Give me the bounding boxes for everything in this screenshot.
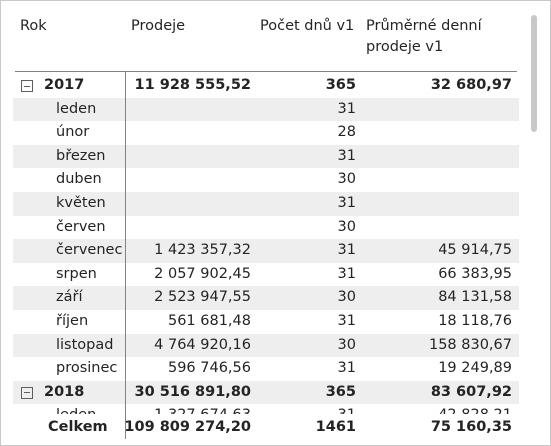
- days-cell: 1461: [315, 419, 356, 435]
- avg-cell: 158 830,67: [428, 336, 512, 353]
- days-cell: 31: [337, 242, 356, 259]
- avg-cell: 18 118,76: [438, 313, 512, 329]
- avg-cell: 75 160,35: [430, 419, 512, 435]
- avg-cell: 42 828,21: [438, 404, 512, 414]
- matrix-row: leden 1 327 674,63 31 42 828,21: [13, 404, 519, 414]
- month-label: únor: [56, 124, 90, 141]
- sales-cell: 561 681,48: [167, 313, 251, 329]
- sales-cell: 30 516 891,80: [134, 383, 252, 400]
- sales-cell: 109 809 274,20: [124, 419, 251, 435]
- month-label: červenec: [56, 242, 123, 259]
- matrix-row: říjen 561 681,48 31 18 118,76: [13, 310, 519, 334]
- column-divider: [125, 72, 126, 439]
- column-header[interactable]: Rok: [20, 18, 47, 34]
- matrix-row: srpen 2 057 902,45 31 66 383,95: [13, 263, 519, 287]
- matrix-row: 2018 30 516 891,80 365 83 607,92: [13, 380, 519, 405]
- month-label: červen: [56, 218, 106, 235]
- month-label: září: [56, 289, 83, 306]
- matrix-row: únor 28: [13, 121, 519, 145]
- matrix-row: leden 31: [13, 97, 519, 122]
- sales-cell: 596 746,56: [167, 360, 251, 377]
- matrix-body: 2017 11 928 555,52 365 32 680,97 leden 31 únor…: [1, 74, 521, 414]
- days-cell: 30: [337, 218, 356, 235]
- days-cell: 31: [337, 313, 356, 329]
- days-cell: 31: [337, 195, 356, 211]
- column-header[interactable]: Prodeje: [131, 18, 186, 34]
- month-label: květen: [56, 195, 106, 211]
- days-cell: 31: [337, 100, 356, 117]
- month-label: duben: [56, 171, 102, 188]
- days-cell: 365: [325, 383, 356, 400]
- days-cell: 30: [337, 289, 356, 306]
- collapse-button[interactable]: [21, 80, 33, 92]
- matrix-row: květen 31: [13, 192, 519, 216]
- avg-cell: 83 607,92: [430, 383, 512, 400]
- matrix-row: prosinec 596 746,56 31 19 249,89: [13, 357, 519, 381]
- total-row-inner: Celkem 109 809 274,20 1461 75 160,35: [13, 414, 519, 440]
- avg-cell: 32 680,97: [430, 77, 512, 93]
- sales-cell: 1 423 357,32: [154, 242, 251, 259]
- month-label: prosinec: [56, 360, 118, 377]
- year-label: 2018: [44, 383, 85, 400]
- month-label: srpen: [56, 265, 97, 282]
- total-label: Celkem: [48, 419, 108, 435]
- sales-cell: 1 327 674,63: [154, 404, 251, 414]
- collapse-button[interactable]: [21, 386, 33, 399]
- header-divider: [15, 71, 517, 72]
- matrix-row: březen 31: [13, 144, 519, 169]
- days-cell: 31: [337, 147, 356, 164]
- days-cell: 31: [338, 404, 356, 414]
- days-cell: 31: [337, 360, 356, 377]
- matrix-row: červen 30: [13, 216, 519, 240]
- avg-cell: 84 131,58: [438, 289, 512, 306]
- matrix-row: listopad 4 764 920,16 30 158 830,67: [13, 333, 519, 358]
- matrix-row: červenec 1 423 357,32 31 45 914,75: [13, 239, 519, 263]
- month-label: březen: [56, 147, 106, 164]
- month-label: listopad: [56, 336, 114, 353]
- days-cell: 28: [337, 124, 356, 141]
- matrix-row: duben 30: [13, 168, 519, 192]
- year-label: 2017: [44, 77, 85, 93]
- month-label: leden: [56, 100, 97, 117]
- sales-cell: 2 523 947,55: [154, 289, 251, 306]
- days-cell: 30: [337, 336, 356, 353]
- total-row: Celkem 109 809 274,20 1461 75 160,35: [1, 414, 521, 440]
- column-header[interactable]: Počet dnů v1: [260, 18, 355, 34]
- matrix-row: 2017 11 928 555,52 365 32 680,97: [13, 74, 519, 98]
- days-cell: 31: [337, 265, 356, 282]
- scrollbar-thumb[interactable]: [531, 15, 537, 132]
- column-header[interactable]: Průměrné denní prodeje v1: [366, 18, 482, 55]
- days-cell: 365: [325, 77, 356, 93]
- avg-cell: 19 249,89: [438, 360, 512, 377]
- avg-cell: 45 914,75: [438, 242, 512, 259]
- month-label: leden: [56, 404, 96, 414]
- days-cell: 30: [337, 171, 356, 188]
- month-label: říjen: [56, 313, 89, 329]
- sales-cell: 11 928 555,52: [134, 77, 252, 93]
- sales-cell: 4 764 920,16: [154, 336, 251, 353]
- avg-cell: 66 383,95: [438, 265, 512, 282]
- sales-cell: 2 057 902,45: [154, 265, 251, 282]
- matrix-row: září 2 523 947,55 30 84 131,58: [13, 286, 519, 310]
